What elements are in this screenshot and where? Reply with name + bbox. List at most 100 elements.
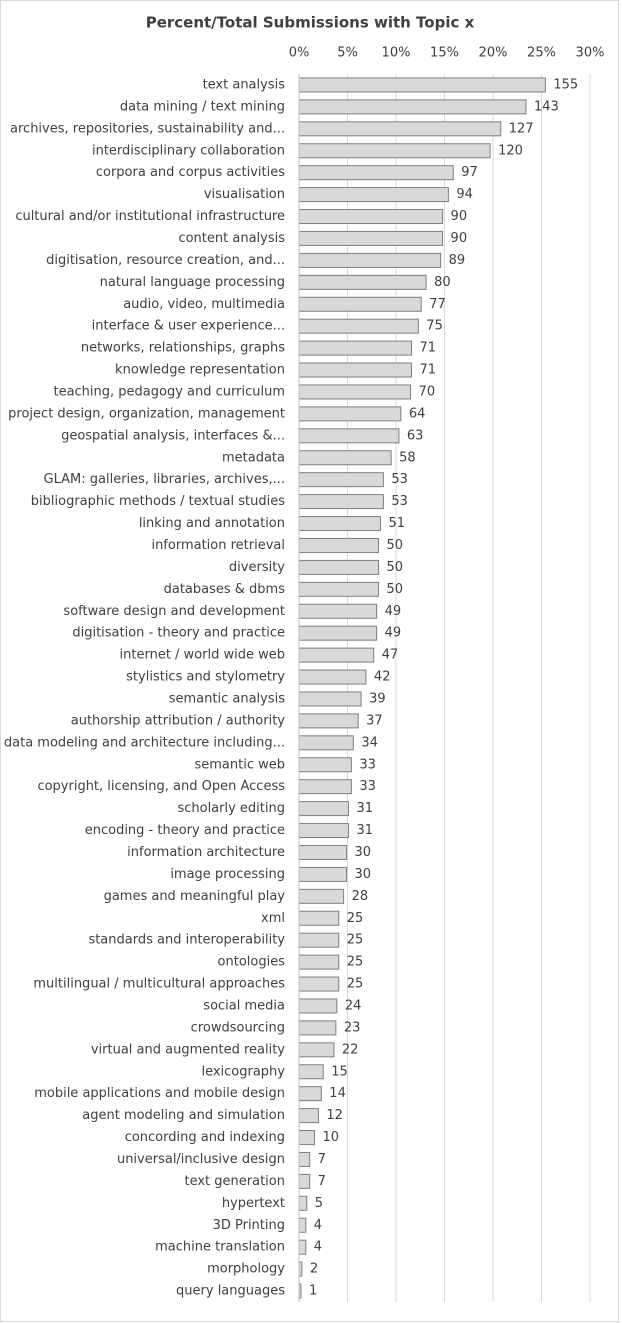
- y-tick-label: image processing: [170, 867, 285, 882]
- value-label: 7: [318, 1152, 326, 1167]
- bar: [298, 472, 384, 488]
- y-tick-label: data mining / text mining: [120, 99, 285, 114]
- y-tick-label: bibliographic methods / textual studies: [31, 494, 285, 509]
- bar: [298, 1195, 308, 1211]
- bar: [298, 1086, 322, 1102]
- value-label: 155: [553, 77, 578, 92]
- y-tick-label: digitisation - theory and practice: [72, 626, 285, 641]
- x-tick-label: 30%: [576, 46, 605, 61]
- bar: [298, 801, 349, 817]
- bar: [298, 1042, 335, 1058]
- bar: [298, 318, 419, 334]
- value-label: 42: [374, 670, 391, 685]
- value-label: 51: [388, 516, 405, 531]
- value-label: 25: [347, 933, 364, 948]
- value-label: 33: [359, 779, 376, 794]
- y-tick-label: digitisation, resource creation, and...: [46, 253, 285, 268]
- y-tick-label: visualisation: [204, 187, 285, 202]
- value-label: 7: [318, 1174, 326, 1189]
- value-label: 50: [387, 582, 404, 597]
- value-label: 143: [534, 99, 559, 114]
- y-tick-label: data modeling and architecture including…: [4, 735, 285, 750]
- y-tick-label: interdisciplinary collaboration: [92, 143, 285, 158]
- value-label: 28: [352, 889, 369, 904]
- bar: [298, 669, 367, 685]
- bar: [298, 691, 362, 707]
- y-tick-label: agent modeling and simulation: [82, 1108, 285, 1123]
- value-label: 34: [361, 735, 378, 750]
- value-label: 4: [314, 1240, 322, 1255]
- x-tick-label: 5%: [337, 46, 358, 61]
- chart-title: Percent/Total Submissions with Topic x: [146, 14, 475, 32]
- x-tick-label: 10%: [382, 46, 411, 61]
- bar: [298, 99, 527, 115]
- y-tick-label: GLAM: galleries, libraries, archives,...: [44, 472, 285, 487]
- value-label: 33: [359, 757, 376, 772]
- bar: [298, 143, 491, 159]
- bar: [298, 603, 378, 619]
- bar: [298, 1020, 337, 1036]
- value-label: 4: [314, 1218, 322, 1233]
- bar: [298, 757, 352, 773]
- bar: [298, 1064, 324, 1080]
- y-tick-label: information architecture: [127, 845, 285, 860]
- y-tick-label: internet / world wide web: [120, 648, 285, 663]
- bar: [298, 932, 340, 948]
- value-label: 30: [355, 845, 372, 860]
- bar: [298, 1173, 311, 1189]
- value-label: 71: [420, 341, 437, 356]
- y-tick-label: linking and annotation: [139, 516, 285, 531]
- y-tick-label: cultural and/or institutional infrastruc…: [15, 209, 285, 224]
- value-label: 49: [385, 604, 402, 619]
- value-label: 58: [399, 450, 416, 465]
- bar: [298, 296, 422, 312]
- y-tick-label: stylistics and stylometry: [126, 670, 285, 685]
- x-tick-label: 25%: [527, 46, 556, 61]
- value-label: 23: [344, 1020, 361, 1035]
- bar: [298, 625, 378, 641]
- bar: [298, 823, 349, 839]
- y-tick-label: copyright, licensing, and Open Access: [37, 779, 285, 794]
- x-tick-label: 20%: [479, 46, 508, 61]
- bar: [298, 888, 345, 904]
- y-tick-label: concording and indexing: [125, 1130, 285, 1145]
- bar: [298, 844, 348, 860]
- bar: [298, 340, 413, 356]
- y-tick-label: social media: [203, 998, 285, 1013]
- value-label: 25: [347, 911, 364, 926]
- y-tick-label: query languages: [176, 1284, 285, 1299]
- value-label: 31: [356, 823, 373, 838]
- y-tick-label: lexicography: [201, 1064, 285, 1079]
- y-tick-label: archives, repositories, sustainability a…: [10, 121, 285, 136]
- y-tick-label: databases & dbms: [164, 582, 286, 597]
- value-label: 14: [329, 1086, 346, 1101]
- y-tick-label: games and meaningful play: [104, 889, 286, 904]
- value-label: 75: [426, 319, 443, 334]
- y-tick-label: multilingual / multicultural approaches: [33, 977, 285, 992]
- value-label: 70: [419, 384, 436, 399]
- y-tick-label: corpora and corpus activities: [96, 165, 285, 180]
- y-tick-label: encoding - theory and practice: [85, 823, 285, 838]
- value-label: 50: [387, 560, 404, 575]
- y-tick-label: software design and development: [63, 604, 285, 619]
- value-label: 64: [409, 406, 426, 421]
- y-tick-label: metadata: [222, 450, 285, 465]
- bar: [298, 581, 380, 597]
- value-label: 120: [498, 143, 523, 158]
- bar: [298, 165, 454, 181]
- y-tick-label: 3D Printing: [213, 1218, 285, 1233]
- value-label: 25: [347, 977, 364, 992]
- value-label: 53: [391, 494, 408, 509]
- value-label: 2: [310, 1262, 318, 1277]
- value-label: 12: [326, 1108, 343, 1123]
- bar: [298, 559, 380, 575]
- y-tick-label: scholarly editing: [177, 801, 285, 816]
- bar: [298, 976, 340, 992]
- y-tick-label: teaching, pedagogy and curriculum: [53, 384, 285, 399]
- value-label: 80: [434, 275, 451, 290]
- bar: [298, 428, 400, 444]
- bar: [298, 187, 449, 203]
- y-tick-label: semantic web: [194, 757, 285, 772]
- y-tick-label: machine translation: [155, 1240, 285, 1255]
